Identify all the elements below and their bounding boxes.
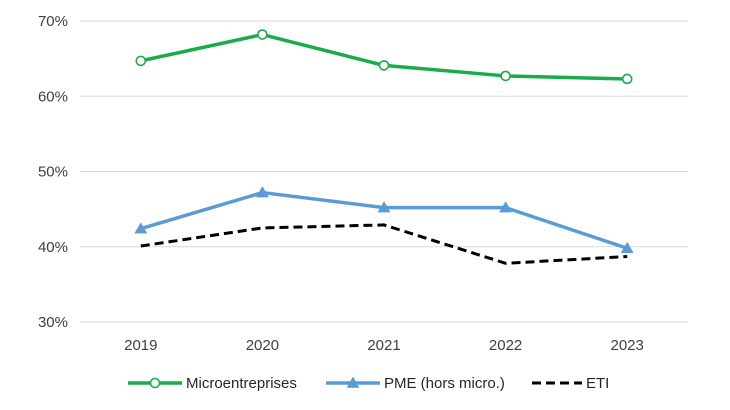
x-axis-ticks: 2019 2020 2021 2022 2023	[124, 337, 644, 354]
data-point	[377, 201, 391, 213]
x-tick-label: 2020	[246, 337, 279, 354]
legend-label: Microentreprises	[186, 375, 297, 392]
y-tick-label: 70%	[38, 13, 68, 30]
data-point	[378, 60, 390, 71]
data-point	[621, 73, 633, 85]
legend-item: PME (hors micro.)	[326, 375, 505, 392]
legend-label: ETI	[586, 375, 609, 392]
data-point	[135, 55, 147, 67]
data-point	[257, 29, 268, 40]
legend-label: PME (hors micro.)	[384, 375, 505, 392]
y-tick-label: 50%	[38, 164, 68, 181]
series-1	[135, 29, 633, 85]
y-tick-label: 30%	[38, 314, 68, 331]
data-point	[499, 201, 513, 213]
legend: Microentreprises PME (hors micro.) ETI	[128, 375, 609, 392]
x-tick-label: 2019	[124, 337, 157, 354]
series-line	[139, 32, 629, 81]
y-tick-label: 60%	[38, 88, 68, 105]
data-point	[134, 222, 148, 234]
legend-item: ETI	[532, 375, 609, 392]
series-line	[140, 223, 628, 265]
x-tick-label: 2023	[611, 337, 644, 354]
series-lines	[134, 29, 634, 265]
y-tick-label: 40%	[38, 239, 68, 256]
y-axis-ticks: 30% 40% 50% 60% 70%	[38, 13, 68, 331]
series-2	[134, 186, 634, 254]
series-3	[140, 223, 628, 265]
series-line	[139, 190, 629, 251]
data-point	[620, 241, 634, 254]
x-tick-label: 2021	[367, 337, 400, 354]
legend-marker	[149, 377, 161, 389]
legend-item: Microentreprises	[128, 375, 297, 392]
legend-marker	[346, 376, 360, 388]
data-point	[500, 70, 511, 82]
data-point	[255, 186, 269, 198]
x-tick-label: 2022	[489, 337, 522, 354]
gridlines	[80, 20, 688, 323]
